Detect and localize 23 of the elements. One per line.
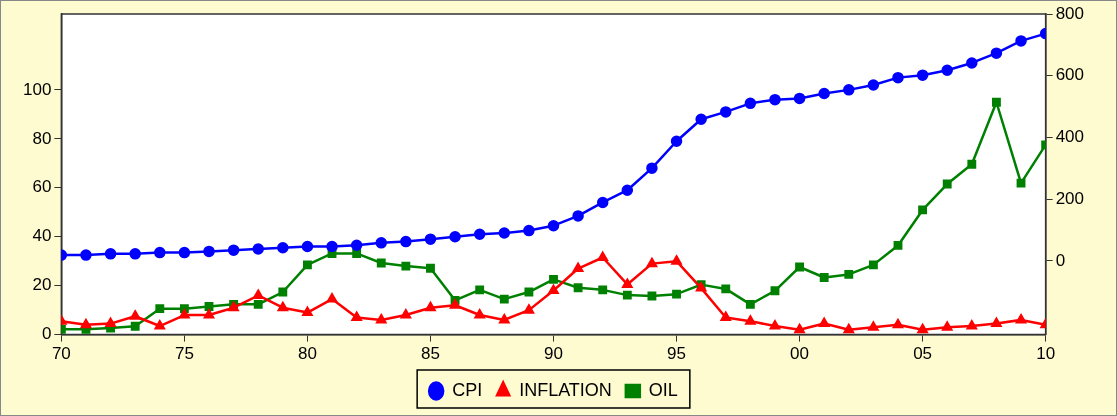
x-tick-label: 85: [421, 344, 440, 364]
x-tick-label: 70: [51, 344, 71, 364]
y-tick-label: 60: [32, 177, 52, 197]
legend-label: CPI: [452, 379, 483, 400]
y-tick-label: 80: [32, 128, 52, 148]
x-tick-label: 00: [790, 344, 810, 364]
y-tick-label: 100: [22, 79, 52, 99]
y-tick-label: 20: [32, 275, 52, 295]
x-tick-label: 10: [1036, 344, 1056, 364]
y2-tick-label: 200: [1055, 188, 1085, 208]
y2-tick-label: 600: [1055, 65, 1085, 85]
x-tick-label: 75: [174, 344, 194, 364]
x-tick-label: 90: [544, 344, 563, 364]
x-tick-label: 80: [297, 344, 317, 364]
y2-tick-label: 400: [1055, 127, 1085, 147]
y2-tick-label: 800: [1055, 3, 1085, 23]
legend-label: INFLATION: [519, 379, 612, 400]
y-tick-label: 40: [32, 226, 52, 246]
legend-label: OIL: [648, 379, 678, 400]
x-tick-label: 05: [913, 344, 933, 364]
x-tick-label: 95: [667, 344, 686, 364]
y2-tick-label: 0: [1055, 250, 1066, 270]
y-tick-label: 0: [41, 324, 52, 344]
